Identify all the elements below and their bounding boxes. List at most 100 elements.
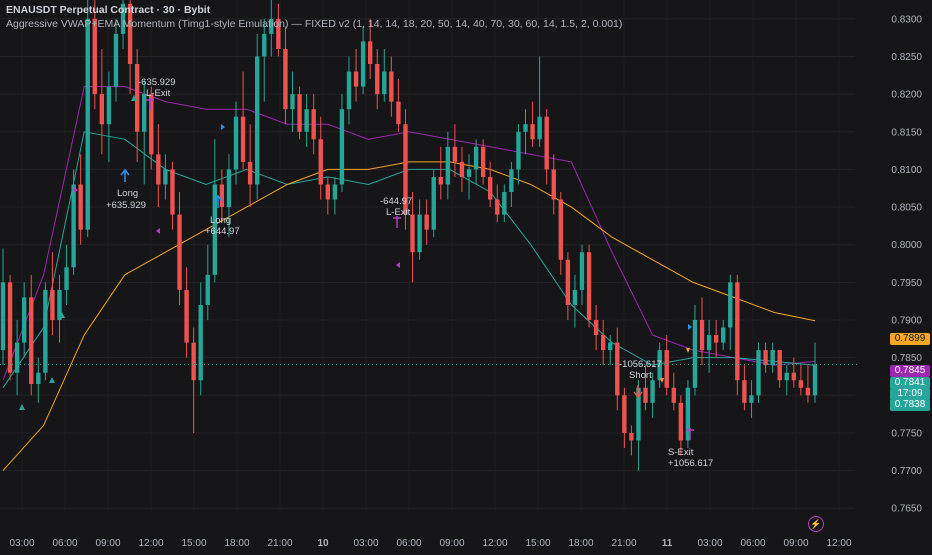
time-tick-label: 03:00 — [9, 538, 34, 549]
signal-triangle-icon — [660, 378, 664, 383]
candle — [572, 274, 578, 328]
candle-body — [184, 289, 189, 343]
candle — [113, 18, 119, 102]
candle — [177, 192, 182, 305]
candle — [311, 94, 316, 155]
candle-body — [445, 146, 451, 185]
time-tick-label: 21:00 — [267, 538, 292, 549]
candle — [692, 304, 698, 396]
candle — [586, 244, 592, 328]
candle — [170, 161, 175, 230]
candle-body — [219, 184, 225, 208]
candle-body — [339, 109, 345, 185]
candle-body — [78, 184, 83, 230]
candle — [480, 139, 486, 185]
candle-body — [163, 169, 168, 185]
annotation-label: L-Exit — [386, 207, 411, 218]
candle-body — [0, 282, 6, 351]
candle — [14, 320, 20, 396]
candle-body — [191, 342, 196, 381]
chart-title[interactable]: ENAUSDT Perpetual Contract · 30 · Bybit — [6, 4, 211, 16]
candle — [389, 56, 394, 117]
candle-body — [247, 161, 253, 185]
candle — [812, 342, 818, 403]
price-tick-label: 0.8150 — [891, 127, 922, 138]
annotation-short: -1056.617 Short — [619, 359, 662, 381]
indicator-legend[interactable]: Aggressive VWAP+EMA Momentum (Timg1-styl… — [6, 18, 623, 30]
candle — [431, 169, 436, 238]
candle — [290, 71, 295, 132]
lightning-icon[interactable]: ⚡ — [808, 516, 824, 532]
candle-body — [233, 116, 239, 170]
time-tick-label: 11 — [662, 538, 673, 549]
candle-body — [452, 146, 458, 162]
price-tick-label: 0.8000 — [891, 240, 922, 251]
candle-body — [85, 18, 90, 230]
candle — [375, 48, 380, 110]
candle-body — [410, 214, 415, 253]
candle — [85, 0, 90, 238]
candle — [92, 0, 97, 110]
signal-triangle-icon — [59, 312, 65, 318]
candle-body — [770, 350, 775, 366]
candle — [551, 154, 556, 215]
candle — [650, 372, 655, 418]
candle-body — [198, 304, 203, 381]
candle-body — [57, 289, 62, 320]
time-tick-label: 12:00 — [138, 538, 163, 549]
short-entry-arrow-icon — [633, 385, 643, 399]
candle-body — [311, 109, 316, 140]
candle — [608, 335, 613, 366]
annotation-value: -644.97 — [380, 196, 412, 207]
candle — [699, 297, 705, 366]
annotation-long-1: Long +635.929 — [106, 188, 146, 211]
candle — [198, 282, 203, 396]
candle — [706, 320, 712, 373]
candle-body — [205, 274, 210, 305]
candle-body — [318, 139, 323, 185]
candle — [473, 139, 479, 185]
price-tick-label: 0.7750 — [891, 428, 922, 439]
candle — [318, 116, 323, 200]
candle — [142, 79, 147, 185]
candle-body — [537, 116, 542, 140]
time-tick-label: 12:00 — [826, 538, 851, 549]
candle-body — [523, 124, 528, 132]
candle-body — [784, 372, 789, 381]
candle-body — [671, 387, 676, 403]
candle — [325, 176, 330, 215]
candle — [459, 146, 465, 192]
candle-body — [290, 94, 295, 110]
candle — [516, 124, 521, 185]
candle-body — [431, 176, 436, 230]
candle-body — [14, 342, 20, 373]
candle-body — [480, 146, 486, 177]
candle-body — [685, 387, 691, 441]
candle — [262, 18, 267, 102]
time-tick-label: 06:00 — [396, 538, 421, 549]
candle-body — [255, 56, 260, 185]
price-axis[interactable]: 0.8300 0.8250 0.8200 0.8150 0.8100 0.8050 0.80… — [891, 14, 922, 514]
candle-body — [226, 169, 232, 208]
candle-body — [417, 214, 422, 253]
candle — [360, 26, 366, 95]
candle — [777, 350, 782, 388]
short-exit-marker-icon — [686, 428, 694, 440]
candle-body — [600, 335, 606, 351]
candle-body — [791, 372, 797, 381]
candle-body — [134, 64, 140, 132]
long-exit-marker-icon — [393, 216, 401, 228]
price-tag-ema-fast: 0.7838 — [890, 399, 930, 411]
candle-body — [742, 380, 747, 403]
candle-body — [636, 387, 641, 441]
candle-body — [756, 350, 761, 396]
signal-triangle-icon — [396, 262, 400, 268]
candle-body — [99, 94, 105, 125]
candle — [233, 101, 239, 185]
candle-body — [777, 350, 782, 381]
candle — [713, 320, 719, 358]
candle-body — [565, 259, 571, 305]
time-axis[interactable]: 03:00 06:00 09:00 12:00 15:00 18:00 21:00 10 03:… — [9, 538, 851, 549]
